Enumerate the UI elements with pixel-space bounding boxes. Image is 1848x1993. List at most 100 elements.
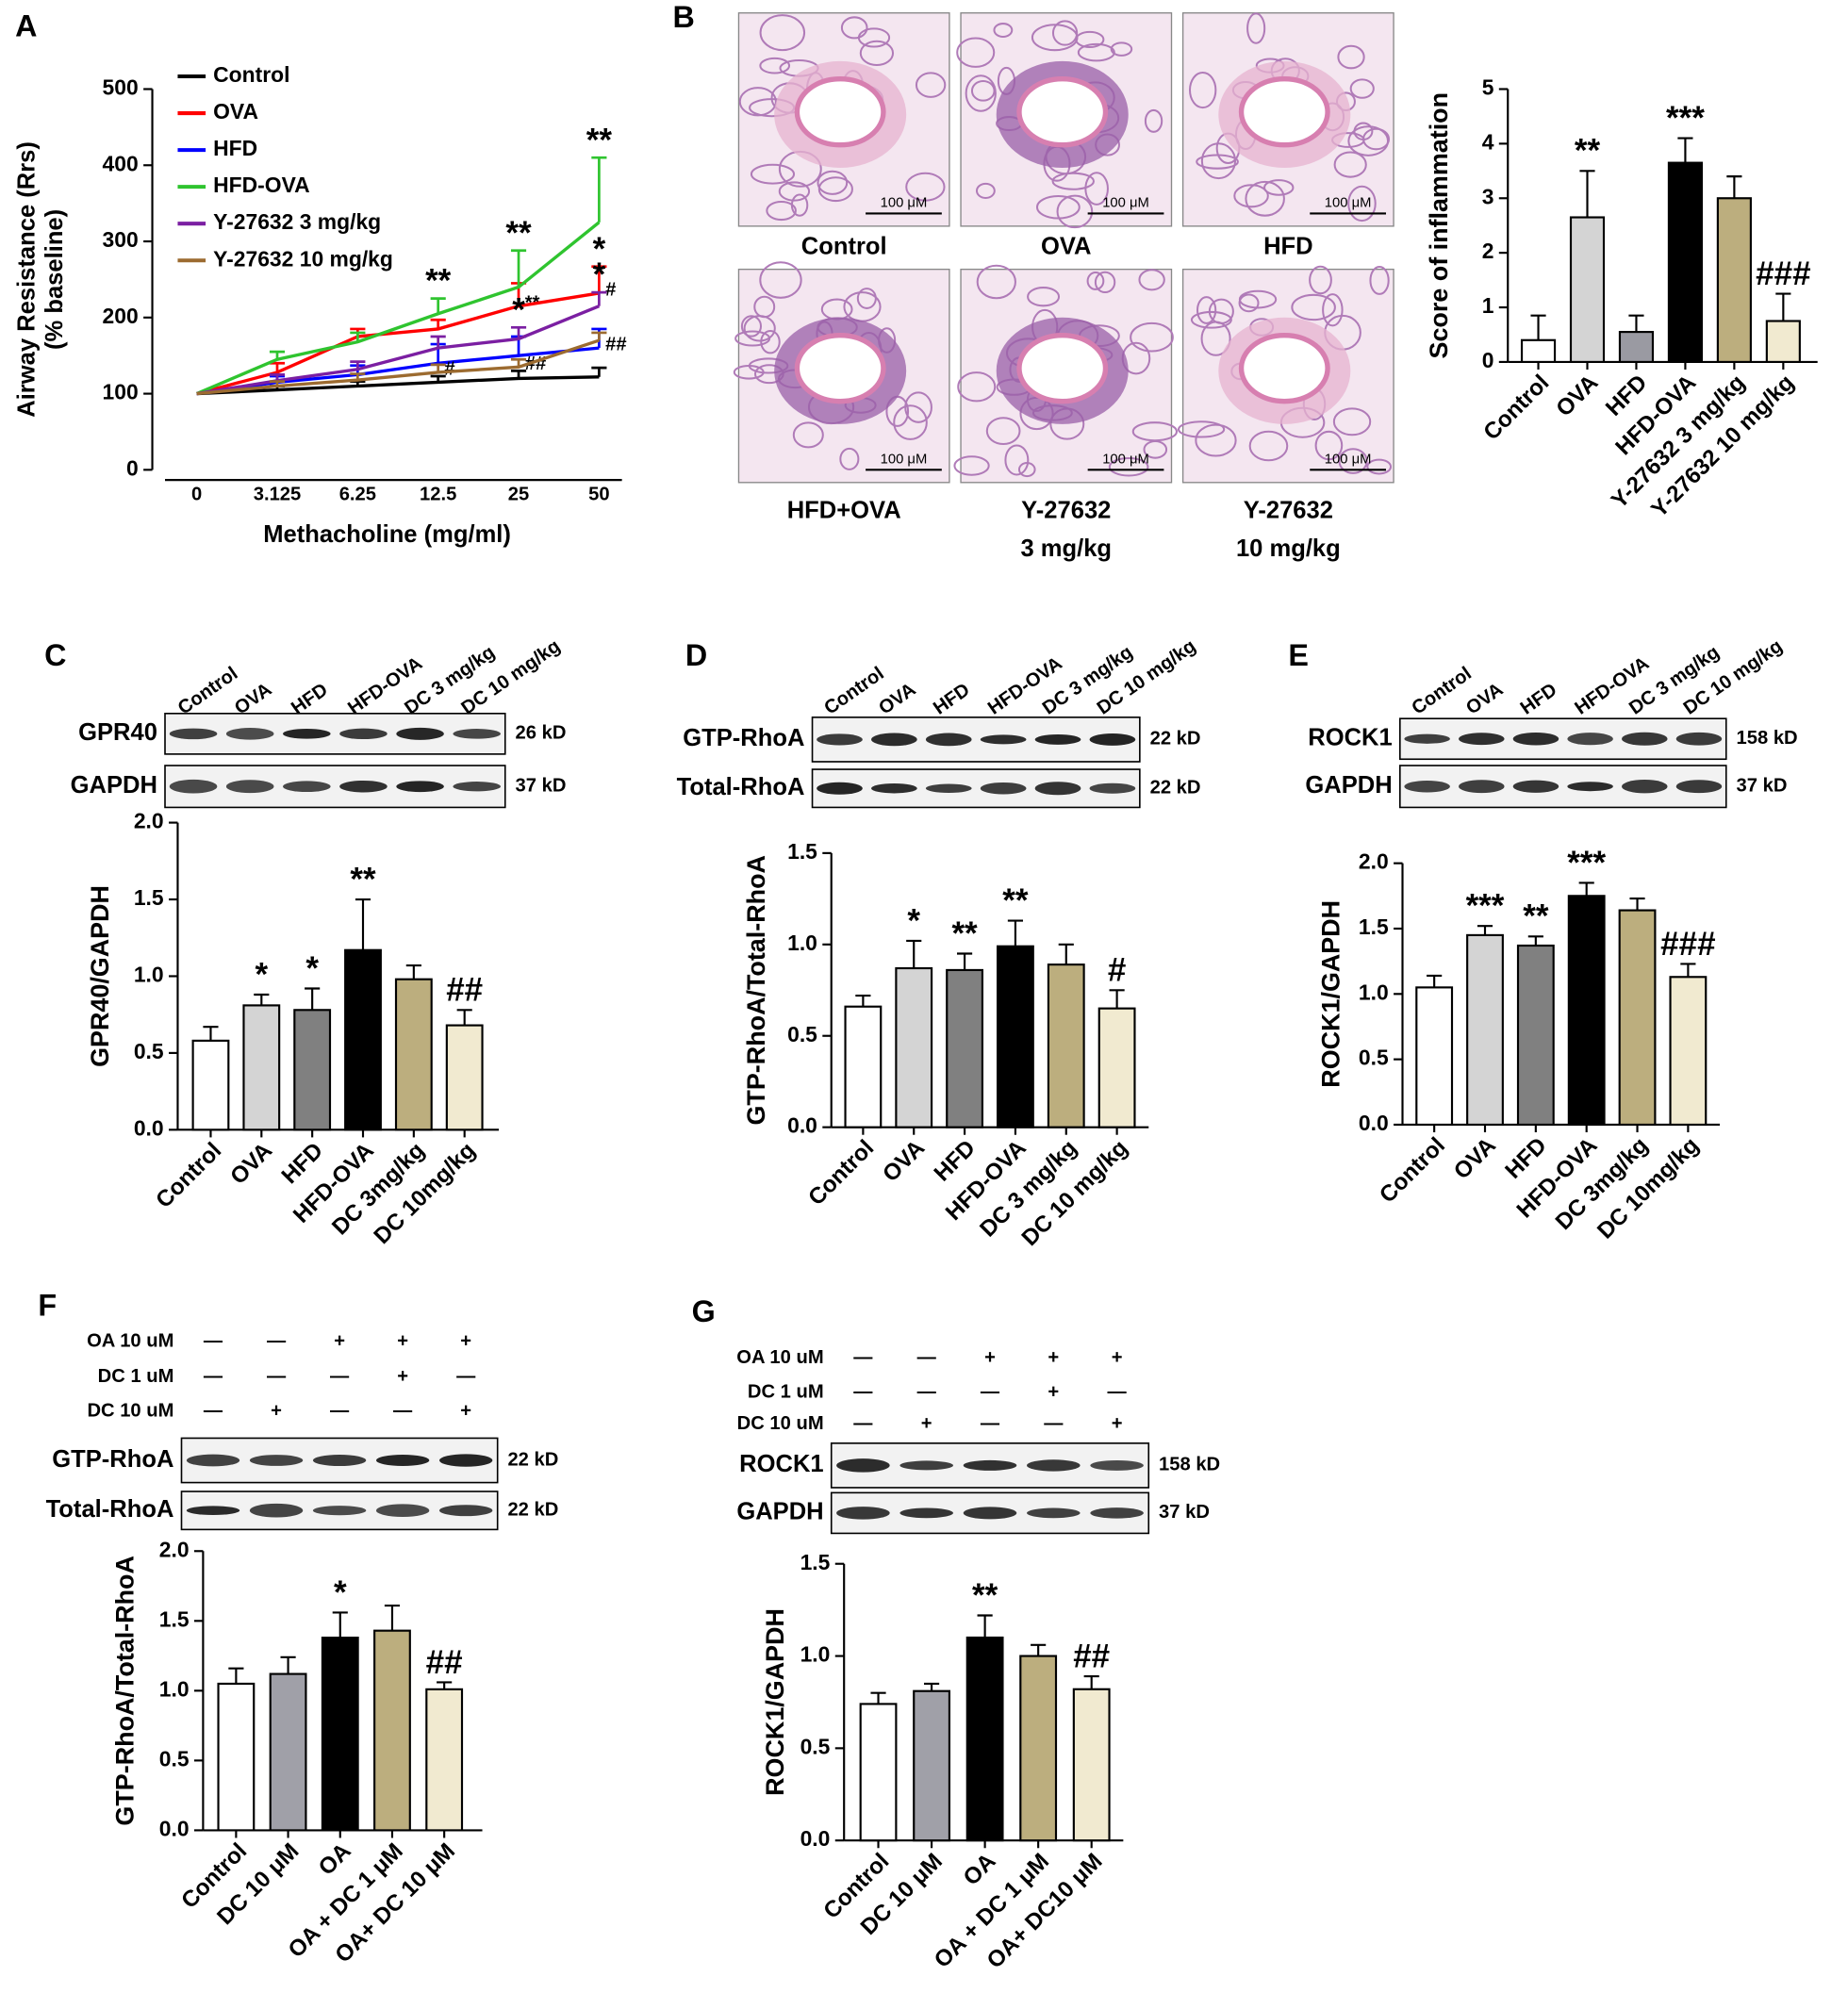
lane-label: HFD — [1517, 680, 1561, 719]
panel-label: F — [38, 1288, 57, 1322]
treatment-mark: + — [1112, 1413, 1123, 1434]
tissue — [1309, 265, 1332, 295]
significance: ### — [1756, 255, 1810, 292]
blot-band — [453, 782, 501, 792]
significance: ** — [586, 122, 613, 158]
bar — [913, 1689, 951, 1842]
blot-row-label: ROCK1 — [739, 1451, 823, 1477]
tissue — [1004, 444, 1030, 476]
tissue — [1110, 41, 1133, 57]
line-series — [196, 291, 600, 396]
blot-band — [871, 783, 917, 794]
blot-strip — [1399, 765, 1727, 809]
tissue — [915, 72, 947, 98]
blot-band — [1512, 780, 1559, 793]
significance: ** — [1523, 898, 1549, 935]
tissue — [738, 87, 777, 117]
panel-label: B — [672, 0, 694, 34]
tissue — [1291, 293, 1336, 321]
blot-band — [817, 782, 863, 795]
scale-bar-label: 100 μM — [1325, 452, 1372, 467]
significance: * — [907, 902, 920, 939]
lane-label: OVA — [1462, 679, 1508, 718]
blot-band — [375, 1504, 430, 1518]
airway-lumen — [1016, 76, 1109, 148]
tissue — [1017, 462, 1036, 478]
bar — [321, 1636, 359, 1832]
blot-band — [225, 780, 274, 794]
y-tick-label: 4 — [1482, 129, 1494, 154]
blot-band — [186, 1506, 240, 1515]
tissue — [1322, 293, 1344, 327]
lane-label: HFD — [930, 680, 974, 719]
treatment-mark: — — [917, 1347, 937, 1368]
airway-lumen — [794, 76, 886, 148]
airway-lumen — [1238, 76, 1330, 148]
blot-size-label: 158 kD — [1159, 1455, 1220, 1475]
significance: ** — [951, 915, 978, 952]
x-tick-label: 25 — [508, 485, 529, 505]
significance: *** — [1567, 845, 1606, 881]
y-tick-label: 400 — [103, 151, 139, 175]
treatment-label: DC 1 uM — [748, 1381, 824, 1402]
y-axis-label: Airway Resistance (Rrs) — [13, 141, 40, 418]
blot-band — [1567, 782, 1613, 792]
y-tick-label: 200 — [103, 304, 139, 328]
tissue — [859, 40, 895, 67]
blot-row-label: Total-RhoA — [46, 1496, 174, 1523]
x-tick-label: Control — [803, 1135, 879, 1211]
histology-caption: 3 mg/kg — [1020, 535, 1112, 562]
y-tick-label: 1.0 — [134, 963, 164, 987]
treatment-mark: — — [330, 1401, 350, 1422]
bar — [1097, 1007, 1136, 1128]
tissue — [790, 193, 809, 217]
bar — [997, 945, 1034, 1128]
tissue — [957, 371, 997, 403]
y-tick-label: 0.5 — [134, 1039, 164, 1063]
blot-size-label: 22 kD — [1150, 729, 1201, 749]
bar — [242, 1004, 281, 1131]
treatment-mark: — — [330, 1366, 350, 1387]
x-tick-label: 50 — [588, 485, 609, 505]
bar — [1567, 895, 1606, 1127]
blot-band — [1089, 733, 1136, 746]
treatment-mark: — — [267, 1366, 287, 1387]
lane-label: Control — [1408, 663, 1475, 718]
bar — [217, 1682, 256, 1832]
blot-band — [283, 729, 331, 739]
blot-band — [225, 728, 274, 740]
x-tick-label: OVA — [1449, 1132, 1501, 1184]
tissue — [1178, 420, 1226, 438]
panel-label: D — [685, 638, 707, 672]
y-tick-label: 2.0 — [134, 809, 164, 833]
blot-band — [1567, 733, 1613, 746]
blot-band — [312, 1506, 367, 1516]
bar — [1618, 909, 1657, 1127]
tissue — [1086, 272, 1105, 290]
bar — [1466, 933, 1504, 1127]
y-axis-label: GTP-RhoA/Total-RhoA — [742, 855, 770, 1125]
tissue — [956, 37, 996, 68]
tissue — [985, 417, 1021, 446]
treatment-mark: + — [397, 1366, 408, 1387]
bar — [1618, 331, 1655, 364]
blot-band — [836, 1507, 890, 1520]
bar — [895, 966, 933, 1128]
tissue — [1245, 180, 1285, 217]
significance: ** — [350, 861, 376, 898]
y-axis-label: ROCK1/GAPDH — [761, 1608, 789, 1796]
blot-band — [249, 1503, 304, 1518]
y-tick-label: 1.5 — [787, 839, 817, 864]
blot-size-label: 37 kD — [1159, 1502, 1210, 1523]
legend-label: OVA — [213, 99, 258, 124]
lane-label: OVA — [875, 679, 920, 718]
tissue — [1188, 71, 1217, 109]
treatment-mark: + — [1048, 1347, 1059, 1368]
tissue — [1337, 44, 1365, 70]
y-tick-label: 300 — [103, 227, 139, 252]
x-tick-label: OA — [959, 1849, 1001, 1891]
tissue — [1190, 310, 1232, 329]
tissue — [817, 170, 849, 195]
y-tick-label: 0 — [126, 455, 139, 480]
y-tick-label: 0.0 — [787, 1113, 817, 1138]
